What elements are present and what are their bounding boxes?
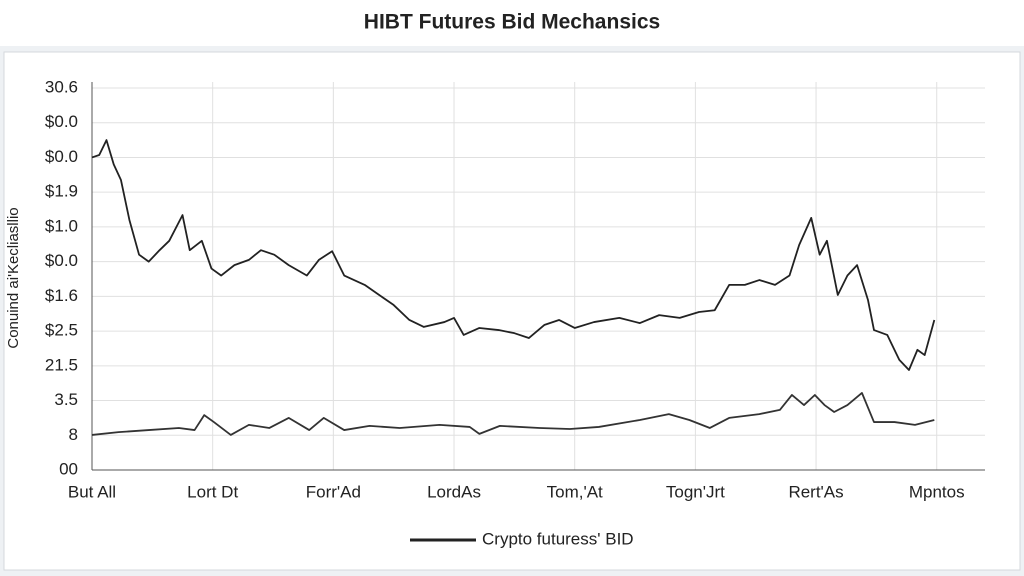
y-tick-label: 8: [69, 425, 78, 444]
y-axis-label: Conuind ai'Kecliasllio: [5, 207, 22, 348]
x-tick-label: Tom,'At: [547, 482, 603, 501]
panel: [3, 51, 1021, 571]
y-tick-label: $1.9: [45, 182, 78, 201]
x-tick-label: Mpntos: [909, 482, 965, 501]
legend-label: Crypto futuress' BID: [482, 529, 634, 548]
header: [0, 0, 1024, 46]
y-tick-label: 30.6: [45, 77, 78, 96]
y-tick-label: 21.5: [45, 355, 78, 374]
y-tick-label: 00: [59, 459, 78, 478]
x-tick-label: LordAs: [427, 482, 481, 501]
x-tick-label: Forr'Ad: [306, 482, 361, 501]
x-tick-label: Rert'As: [788, 482, 843, 501]
y-tick-label: $0.0: [45, 251, 78, 270]
x-tick-label: Togn'Jrt: [666, 482, 725, 501]
chart-title: HIBT Futures Bid Mechansics: [364, 11, 660, 34]
y-tick-label: $1.0: [45, 216, 78, 235]
x-tick-label: Lort Dt: [187, 482, 238, 501]
line: [91, 392, 935, 436]
y-tick-label: $0.0: [45, 147, 78, 166]
y-tick-label: $2.5: [45, 321, 78, 340]
y-tick-label: 3.5: [54, 390, 78, 409]
line: [91, 139, 936, 371]
x-tick-label: But All: [68, 482, 116, 501]
y-tick-label: $1.6: [45, 286, 78, 305]
y-tick-label: $0.0: [45, 112, 78, 131]
